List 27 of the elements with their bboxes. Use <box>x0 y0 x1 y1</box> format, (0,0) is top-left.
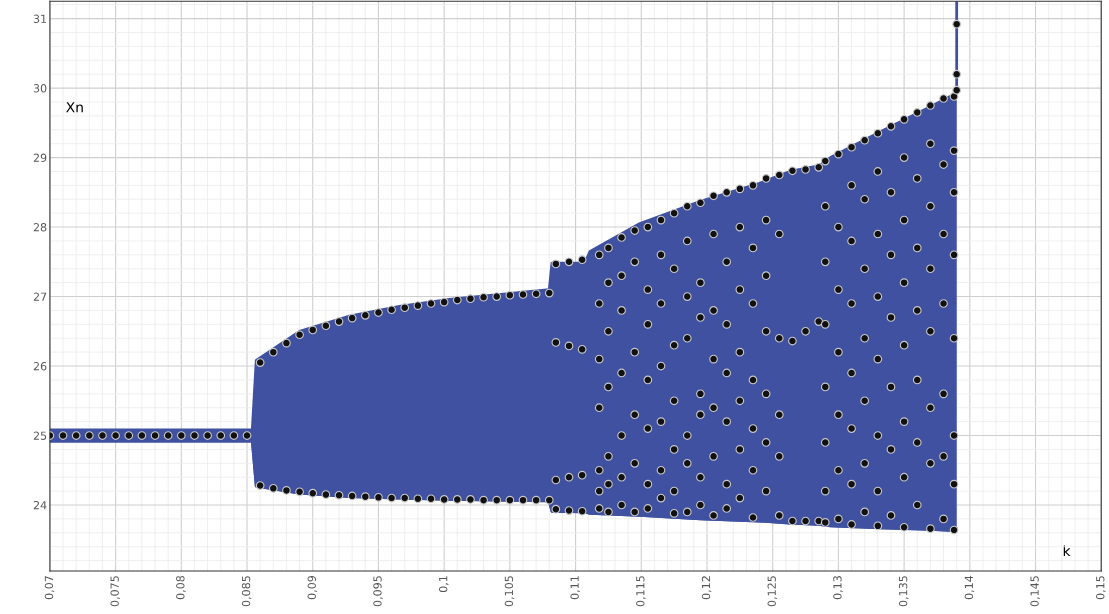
x-tick-label: 0,12 <box>701 576 712 600</box>
x-axis-title: k <box>1063 545 1071 556</box>
x-tick-label: 0,14 <box>964 575 975 600</box>
x-tick-label: 0,085 <box>241 576 252 607</box>
x-tick-label: 0,075 <box>110 576 120 607</box>
x-tick-label: 0,09 <box>307 575 318 600</box>
y-tick-label: 26 <box>33 362 47 371</box>
y-tick-label: 27 <box>33 292 47 301</box>
y-axis-title: Xn <box>66 102 83 113</box>
x-tick-label: 0,07 <box>44 576 55 600</box>
x-tick-label: 0,11 <box>570 576 580 600</box>
x-tick-label: 0,08 <box>176 575 186 600</box>
y-tick-label: 25 <box>33 431 47 440</box>
y-tick-label: 24 <box>33 500 47 510</box>
x-tick-label: 0,13 <box>833 576 843 600</box>
x-tick-label: 0,105 <box>504 576 515 607</box>
x-tick-label: 0,145 <box>1030 576 1040 607</box>
x-tick-label: 0,15 <box>1096 576 1106 600</box>
x-tick-label: 0,1 <box>438 576 449 593</box>
x-tick-label: 0,135 <box>898 576 909 607</box>
y-tick-label: 31 <box>33 14 47 23</box>
y-tick-label: 30 <box>33 84 47 93</box>
x-tick-label: 0,125 <box>767 576 778 607</box>
x-tick-label: 0,115 <box>636 576 646 607</box>
x-tick-label: 0,095 <box>373 576 383 607</box>
y-tick-label: 28 <box>33 223 47 232</box>
y-tick-label: 29 <box>33 153 47 162</box>
